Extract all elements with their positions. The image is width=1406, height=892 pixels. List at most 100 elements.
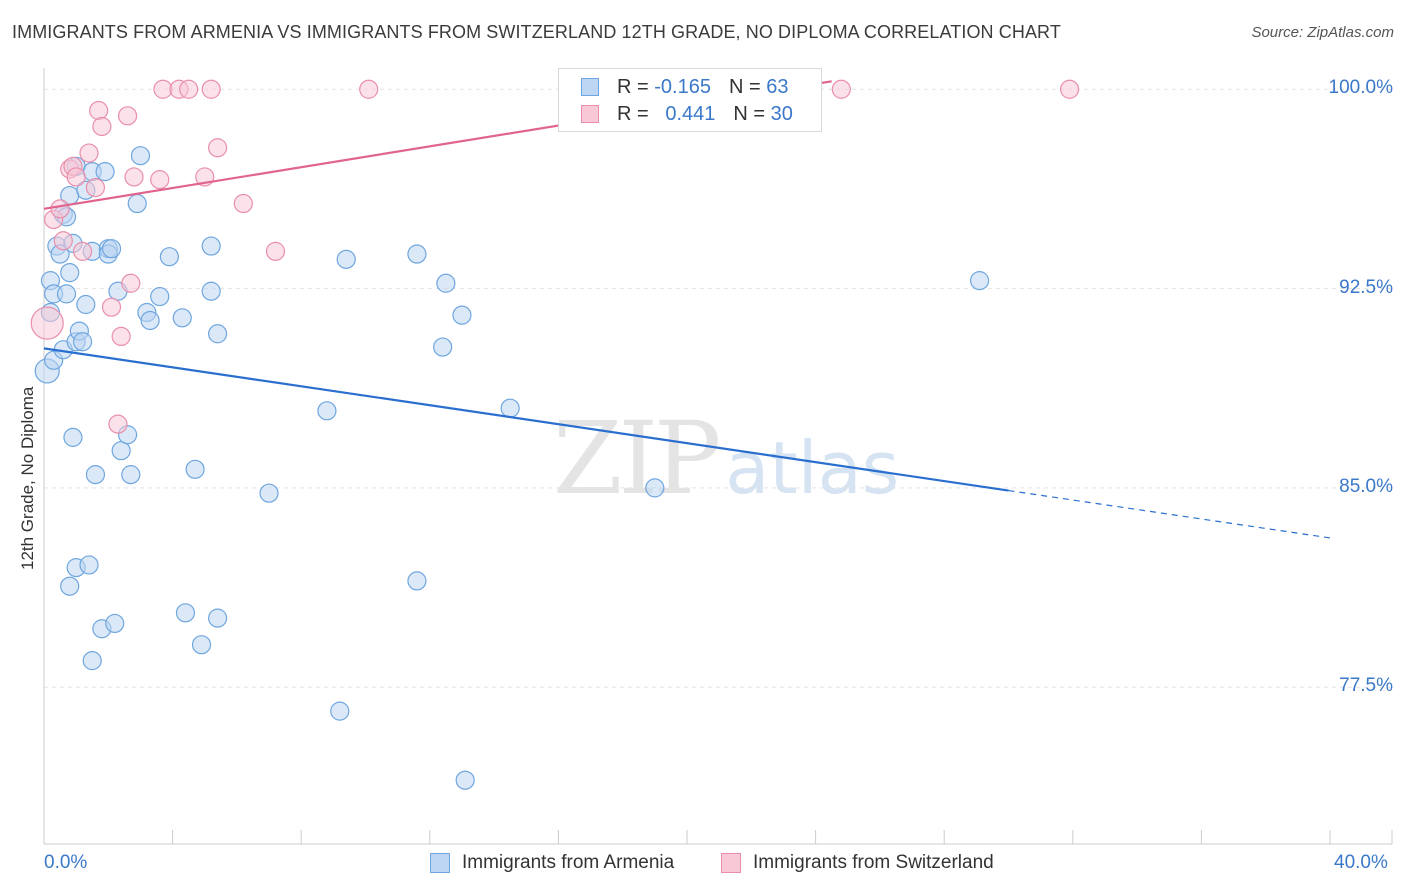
armenia-point [95,162,115,182]
armenia-point [452,305,472,325]
switzerland-point [111,326,131,347]
switzerland-point [30,306,64,340]
source-credit: Source: ZipAtlas.com [1251,24,1394,41]
switzerland-point [121,273,141,293]
y-tick-label: 77.5% [1339,675,1393,697]
switzerland-point [208,138,228,158]
armenia-point [121,465,141,485]
armenia-trend-extension [1008,489,1331,539]
armenia-swatch [581,78,599,96]
armenia-point [140,310,160,331]
legend-label-armenia: Immigrants from Armenia [462,852,675,873]
switzerland-point [179,79,199,99]
y-tick-label: 100.0% [1328,77,1393,99]
switzerland-point [72,241,93,261]
x-tick-label-min: 0.0% [44,852,88,873]
armenia-point [407,571,427,591]
armenia-point [201,281,221,301]
y-tick-label: 92.5% [1339,276,1393,298]
switzerland-point [831,79,851,99]
watermark-zip: ZIP [553,400,721,517]
legend-swatch-switzerland [721,853,741,873]
armenia-point [645,478,665,498]
armenia-trend-line [43,347,1009,492]
armenia-point [330,701,350,721]
switzerland-point [117,106,138,126]
armenia-point [85,465,106,485]
switzerland-point [101,297,122,317]
stats-row-switzerland: R = 0.441 N = 30 [581,101,793,127]
armenia-point [317,401,337,421]
legend-swatch-armenia [430,853,450,873]
armenia-point [208,608,228,628]
series-legend: Immigrants from Armenia Immigrants from … [0,852,1406,878]
stats-legend: R = -0.165 N = 63 R = 0.441 N = 30 [558,68,822,132]
armenia-point [76,294,96,315]
armenia-point [60,576,80,596]
armenia-point [172,308,192,328]
armenia-point [175,603,196,623]
armenia-point [455,770,475,790]
armenia-point [56,284,77,304]
switzerland-r-value: 0.441 [665,102,716,125]
chart-title: IMMIGRANTS FROM ARMENIA VS IMMIGRANTS FR… [12,22,1061,42]
switzerland-point [66,167,86,187]
y-axis-label: 12th Grade, No Diploma [18,386,37,570]
armenia-point [150,286,170,307]
legend-item-switzerland[interactable]: Immigrants from Switzerland [721,852,994,874]
switzerland-point [79,143,99,163]
armenia-n-label: N = [728,75,761,98]
switzerland-point [233,193,253,214]
switzerland-n-value: 30 [770,102,793,125]
switzerland-point [265,241,286,261]
switzerland-point [85,177,106,198]
armenia-point [79,555,99,575]
switzerland-point [92,116,112,137]
armenia-r-value: -0.165 [654,75,711,98]
armenia-point [407,244,427,264]
armenia-n-value: 63 [766,75,789,98]
armenia-point [259,483,279,503]
armenia-point [336,249,356,269]
armenia-point [159,247,179,267]
y-tick-label: 85.0% [1339,475,1393,497]
armenia-point [130,146,151,166]
armenia-point [191,635,212,655]
watermark-atlas: atlas [725,426,900,510]
switzerland-point [53,231,73,251]
switzerland-point [1059,79,1080,99]
armenia-point [63,427,83,447]
switzerland-n-label: N = [733,102,766,125]
switzerland-point [124,167,144,187]
armenia-r-label: R = [617,75,649,98]
armenia-point [72,332,93,352]
x-tick-label-max: 40.0% [1334,852,1388,873]
armenia-point [111,441,131,461]
armenia-point [82,651,102,671]
armenia-point [433,337,453,357]
switzerland-r-label: R = [617,102,649,125]
switzerland-point [359,79,379,99]
armenia-point [201,236,221,256]
switzerland-point [153,79,173,99]
armenia-point [500,398,520,418]
armenia-point [185,459,205,479]
armenia-point [60,263,80,283]
legend-label-switzerland: Immigrants from Switzerland [753,852,994,873]
switzerland-point [108,414,128,434]
legend-item-armenia[interactable]: Immigrants from Armenia [430,852,674,874]
armenia-point [101,239,122,259]
switzerland-point [89,100,109,121]
switzerland-point [201,79,221,99]
armenia-point [436,273,456,293]
watermark: ZIP atlas [553,400,899,517]
armenia-point [208,324,228,344]
armenia-point [127,193,147,214]
switzerland-swatch [581,105,599,123]
switzerland-point [50,199,70,219]
switzerland-point [150,170,170,190]
stats-row-armenia: R = -0.165 N = 63 [581,74,788,100]
armenia-point [105,613,125,634]
armenia-point [969,271,990,291]
